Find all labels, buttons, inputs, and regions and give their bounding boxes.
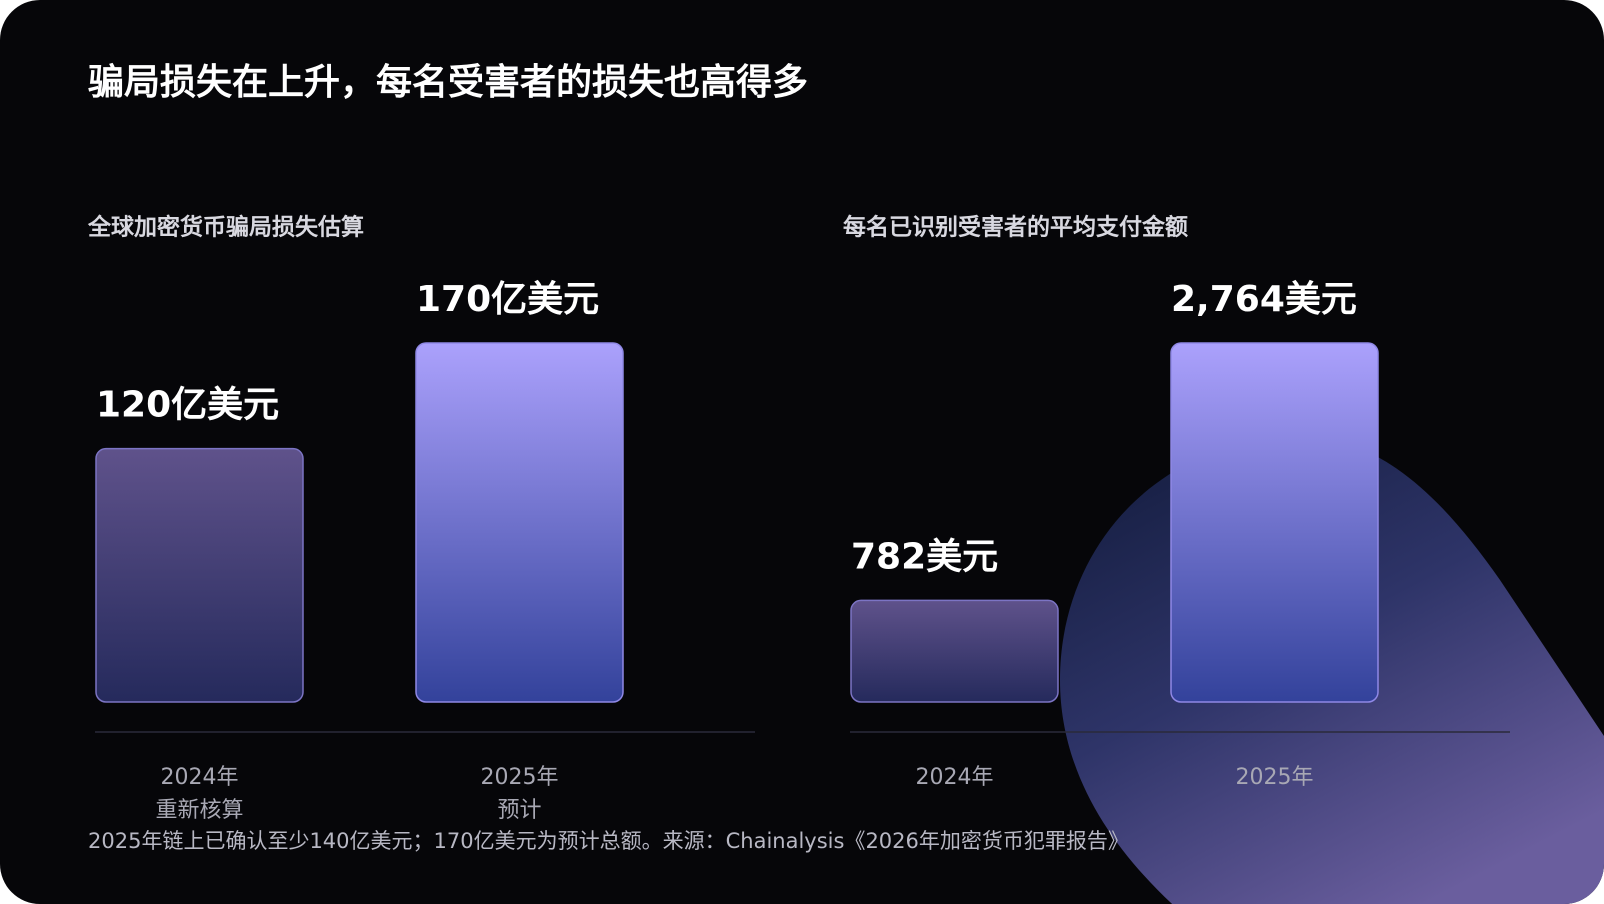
- bar: [415, 342, 624, 703]
- x-tick-label: 2025年: [481, 765, 559, 790]
- x-tick-label: 2024年: [916, 765, 994, 790]
- slide-title: 骗局损失在上升，每名受害者的损失也高得多: [88, 62, 808, 103]
- value-label: 120亿美元: [96, 385, 279, 426]
- chart-subtitle: 每名已识别受害者的平均支付金额: [843, 214, 1188, 241]
- footnote: 2025年链上已确认至少140亿美元；170亿美元为预计总额。来源：Chaina…: [88, 829, 1129, 853]
- x-tick-sublabel: 重新核算: [155, 798, 243, 823]
- value-label: 170亿美元: [416, 279, 599, 320]
- chart-subtitle: 全球加密货币骗局损失估算: [87, 214, 364, 241]
- value-label: 2,764美元: [1171, 279, 1357, 320]
- x-tick-label: 2025年: [1236, 765, 1314, 790]
- x-tick-sublabel: 预计: [497, 798, 541, 823]
- bar: [1170, 342, 1379, 703]
- x-tick-label: 2024年: [161, 765, 239, 790]
- bar: [850, 599, 1059, 703]
- value-label: 782美元: [851, 536, 998, 577]
- bar: [95, 447, 304, 703]
